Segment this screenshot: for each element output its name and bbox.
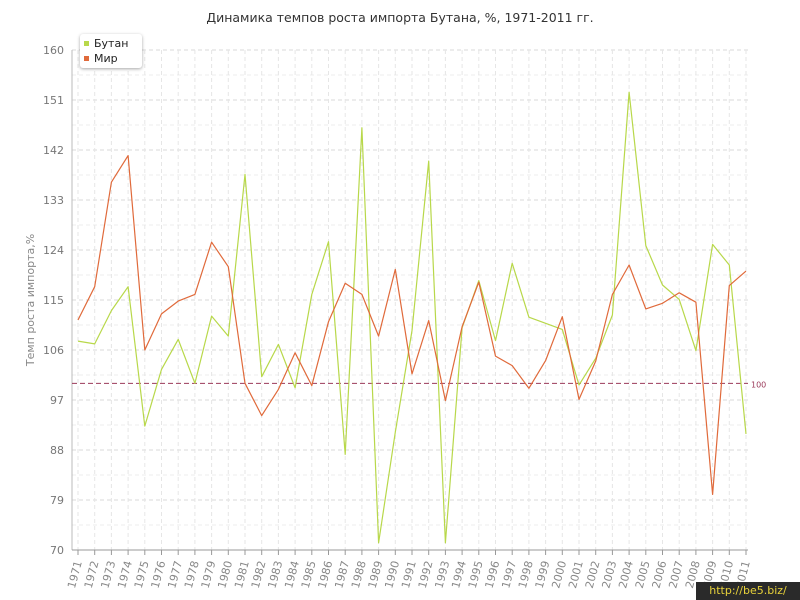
series-line-world[interactable] (77, 155, 747, 495)
legend-label-world: Мир (94, 52, 118, 65)
y-tick-label: 142 (43, 144, 64, 157)
legend[interactable]: Бутан Мир (80, 34, 142, 68)
y-tick-label: 70 (50, 544, 64, 557)
axes: 7079889710611512413314215116019711972197… (43, 44, 753, 590)
watermark-link[interactable]: http://be5.biz/ (696, 582, 800, 600)
y-axis-label: Темп роста импорта,% (24, 234, 37, 367)
series-line-bhutan[interactable] (77, 91, 747, 544)
legend-item-bhutan[interactable]: Бутан (80, 36, 142, 51)
legend-item-world[interactable]: Мир (80, 51, 142, 66)
reference-line-label: 100 (751, 380, 766, 389)
legend-swatch-world (84, 56, 89, 61)
y-tick-label: 88 (50, 444, 64, 457)
chart-title: Динамика темпов роста импорта Бутана, %,… (206, 10, 594, 25)
y-tick-label: 124 (43, 244, 64, 257)
grid-lines (72, 49, 748, 550)
y-tick-label: 106 (43, 344, 64, 357)
legend-swatch-bhutan (84, 41, 89, 46)
y-tick-label: 133 (43, 194, 64, 207)
series-group (77, 91, 747, 544)
y-tick-label: 79 (50, 494, 64, 507)
legend-label-bhutan: Бутан (94, 37, 129, 50)
y-tick-label: 97 (50, 394, 64, 407)
y-tick-label: 160 (43, 44, 64, 57)
y-tick-label: 151 (43, 94, 64, 107)
y-tick-label: 115 (43, 294, 64, 307)
reference-line-group: 100 (72, 380, 766, 389)
